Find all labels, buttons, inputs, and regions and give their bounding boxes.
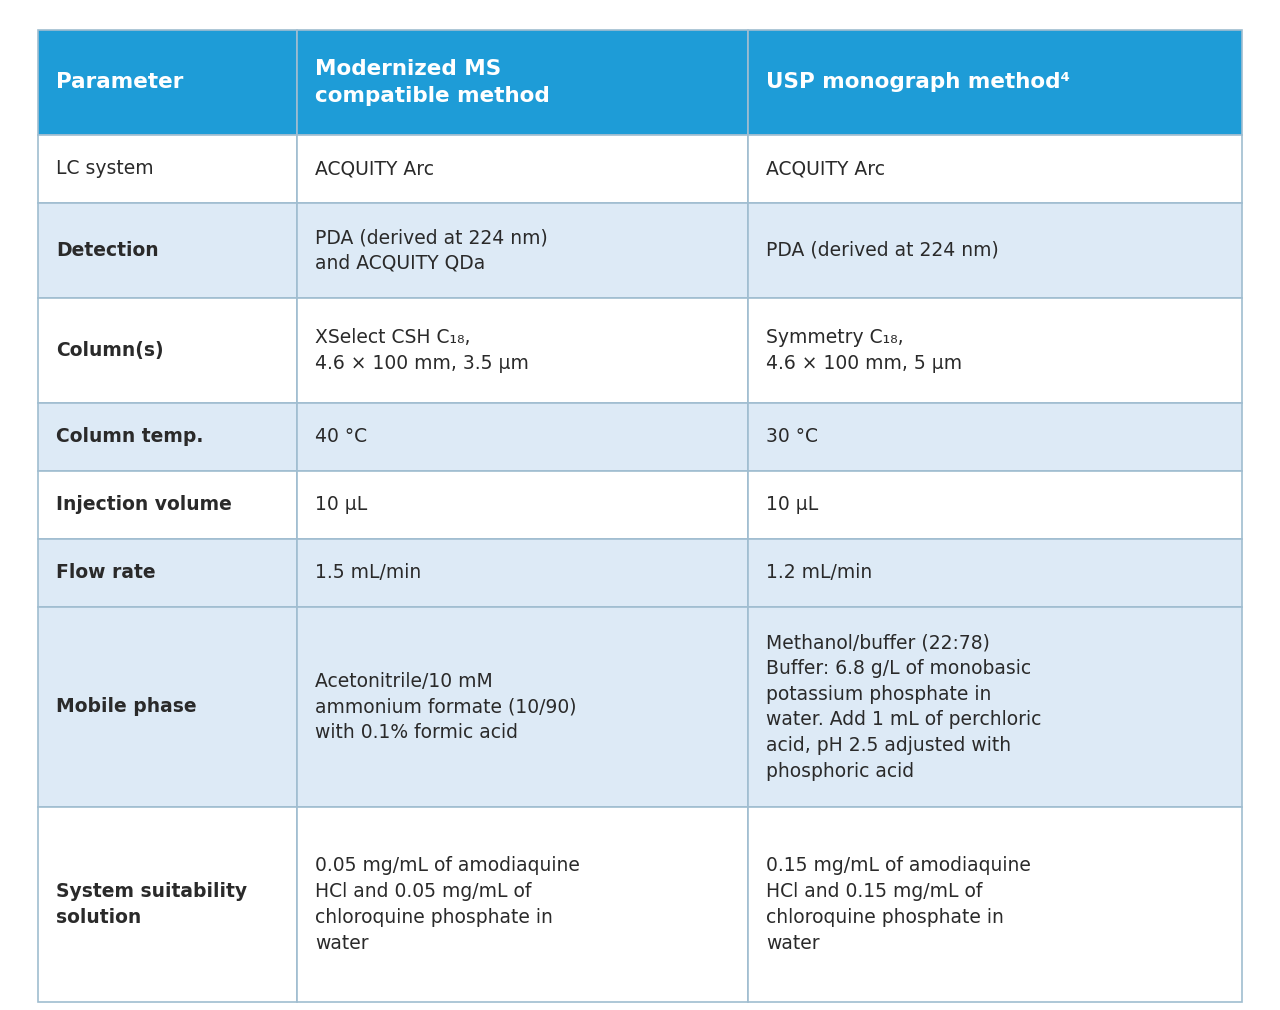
Text: 0.05 mg/mL of amodiaquine
HCl and 0.05 mg/mL of
chloroquine phosphate in
water: 0.05 mg/mL of amodiaquine HCl and 0.05 m… xyxy=(315,856,580,952)
Bar xyxy=(297,539,749,607)
Text: System suitability
solution: System suitability solution xyxy=(56,882,247,927)
Bar xyxy=(297,203,749,298)
Bar xyxy=(749,298,1242,403)
Text: 1.2 mL/min: 1.2 mL/min xyxy=(767,564,873,583)
Text: Modernized MS
compatible method: Modernized MS compatible method xyxy=(315,59,549,106)
Text: ACQUITY Arc: ACQUITY Arc xyxy=(767,160,886,179)
Text: Injection volume: Injection volume xyxy=(56,496,232,514)
Bar xyxy=(297,135,749,203)
Bar xyxy=(297,298,749,403)
Bar xyxy=(749,30,1242,135)
Text: LC system: LC system xyxy=(56,160,154,179)
Text: Flow rate: Flow rate xyxy=(56,564,156,583)
Text: 30 °C: 30 °C xyxy=(767,427,818,446)
Text: Symmetry C₁₈,
4.6 × 100 mm, 5 μm: Symmetry C₁₈, 4.6 × 100 mm, 5 μm xyxy=(767,328,963,373)
Text: 10 μL: 10 μL xyxy=(315,496,367,514)
Text: USP monograph method⁴: USP monograph method⁴ xyxy=(767,73,1070,93)
Bar xyxy=(38,203,297,298)
Bar xyxy=(749,539,1242,607)
Text: 10 μL: 10 μL xyxy=(767,496,819,514)
Text: PDA (derived at 224 nm): PDA (derived at 224 nm) xyxy=(767,241,1000,260)
Bar xyxy=(297,471,749,539)
Bar xyxy=(38,539,297,607)
Bar xyxy=(749,607,1242,807)
Text: Methanol/buffer (22:78)
Buffer: 6.8 g/L of monobasic
potassium phosphate in
wate: Methanol/buffer (22:78) Buffer: 6.8 g/L … xyxy=(767,633,1042,781)
Bar xyxy=(38,403,297,471)
Bar xyxy=(749,807,1242,1002)
Text: Parameter: Parameter xyxy=(56,73,183,93)
Text: Mobile phase: Mobile phase xyxy=(56,698,197,716)
Text: PDA (derived at 224 nm)
and ACQUITY QDa: PDA (derived at 224 nm) and ACQUITY QDa xyxy=(315,228,548,273)
Bar xyxy=(38,471,297,539)
Bar xyxy=(38,135,297,203)
Text: Acetonitrile/10 mM
ammonium formate (10/90)
with 0.1% formic acid: Acetonitrile/10 mM ammonium formate (10/… xyxy=(315,672,576,742)
Bar xyxy=(297,607,749,807)
Bar xyxy=(38,607,297,807)
Bar xyxy=(38,807,297,1002)
Bar xyxy=(749,403,1242,471)
Bar xyxy=(297,807,749,1002)
Bar xyxy=(749,203,1242,298)
Text: ACQUITY Arc: ACQUITY Arc xyxy=(315,160,434,179)
Text: Column temp.: Column temp. xyxy=(56,427,204,446)
Bar xyxy=(38,30,297,135)
Text: Column(s): Column(s) xyxy=(56,341,164,360)
Bar xyxy=(297,30,749,135)
Bar xyxy=(297,403,749,471)
Text: XSelect CSH C₁₈,
4.6 × 100 mm, 3.5 μm: XSelect CSH C₁₈, 4.6 × 100 mm, 3.5 μm xyxy=(315,328,529,373)
Bar xyxy=(38,298,297,403)
Text: Detection: Detection xyxy=(56,241,159,260)
Text: 40 °C: 40 °C xyxy=(315,427,367,446)
Bar xyxy=(749,471,1242,539)
Bar xyxy=(749,135,1242,203)
Text: 1.5 mL/min: 1.5 mL/min xyxy=(315,564,421,583)
Text: 0.15 mg/mL of amodiaquine
HCl and 0.15 mg/mL of
chloroquine phosphate in
water: 0.15 mg/mL of amodiaquine HCl and 0.15 m… xyxy=(767,856,1032,952)
